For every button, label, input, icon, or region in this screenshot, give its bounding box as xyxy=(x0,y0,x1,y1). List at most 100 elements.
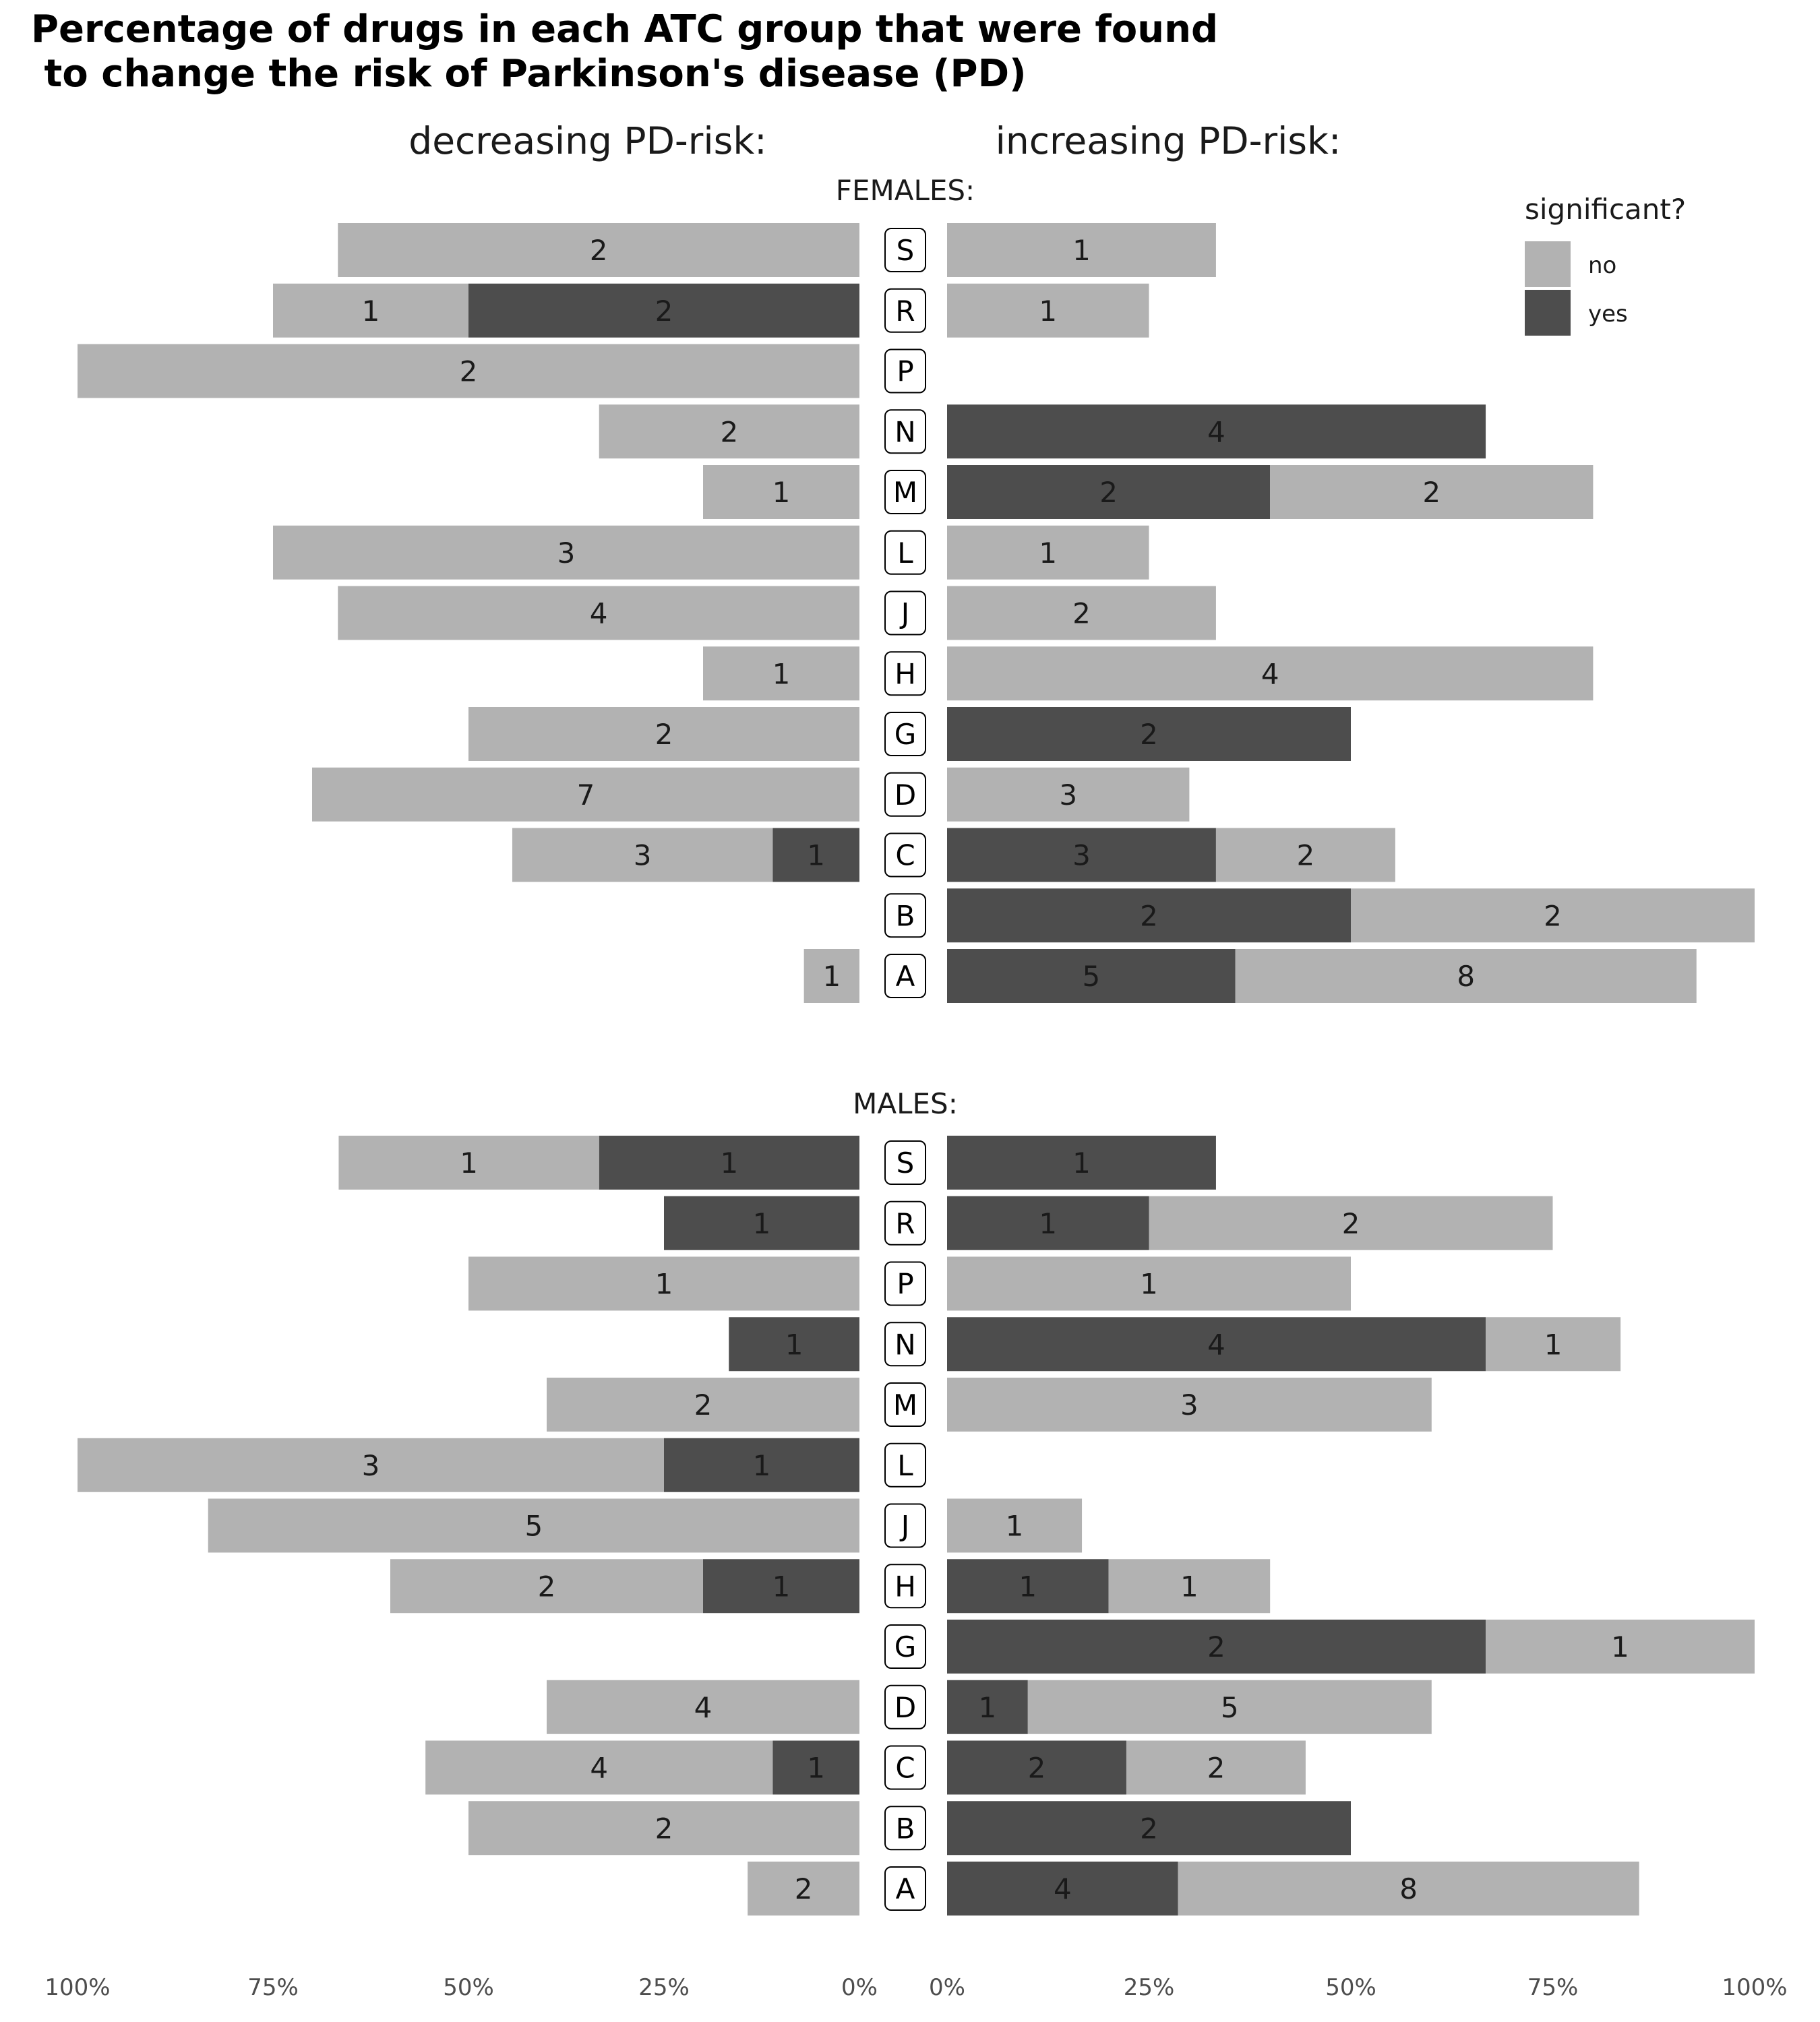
bar-increasing-yes-G xyxy=(947,1620,1486,1674)
category-label-box xyxy=(884,470,926,514)
panel-label: FEMALES: xyxy=(836,174,975,207)
category-label-box xyxy=(884,530,926,575)
value-label: 3 xyxy=(1059,778,1077,811)
bar-decreasing-no-J xyxy=(338,586,859,640)
category-label-L: L xyxy=(897,537,913,570)
category-label-box xyxy=(884,1442,926,1488)
value-label: 3 xyxy=(634,839,652,872)
x-tick-right: 100% xyxy=(1722,1974,1787,2001)
value-label: 1 xyxy=(772,1570,791,1603)
category-label-box xyxy=(884,409,926,454)
value-label: 1 xyxy=(1072,234,1091,267)
bar-increasing-yes-A xyxy=(947,1862,1178,1916)
bar-increasing-no-P xyxy=(947,1256,1351,1311)
value-label: 1 xyxy=(753,1207,771,1240)
x-tick-left: 0% xyxy=(841,1974,878,2001)
value-label: 2 xyxy=(1140,1812,1158,1845)
category-label-box xyxy=(884,1261,926,1306)
category-label-box xyxy=(884,288,926,333)
bar-decreasing-no-B xyxy=(468,1801,859,1856)
bar-decreasing-no-R xyxy=(273,283,468,338)
bar-decreasing-no-A xyxy=(748,1862,859,1916)
bar-increasing-yes-B xyxy=(947,888,1351,943)
bar-decreasing-no-N xyxy=(599,404,859,459)
category-label-P: P xyxy=(897,355,913,388)
bar-decreasing-no-H xyxy=(703,646,859,701)
value-label: 2 xyxy=(795,1872,813,1905)
category-label-A: A xyxy=(896,1872,915,1905)
x-tick-left: 25% xyxy=(638,1974,690,2001)
category-label-M: M xyxy=(893,1388,917,1421)
bar-increasing-no-S xyxy=(947,223,1216,277)
value-label: 1 xyxy=(1544,1328,1563,1361)
value-label: 2 xyxy=(720,415,738,448)
value-label: 2 xyxy=(1140,718,1158,751)
value-label: 2 xyxy=(655,1812,673,1845)
bar-increasing-no-C xyxy=(1215,828,1395,882)
value-label: 1 xyxy=(979,1691,997,1724)
category-label-box xyxy=(884,1624,926,1669)
bar-increasing-yes-H xyxy=(947,1559,1109,1614)
bar-increasing-no-H xyxy=(1108,1559,1271,1614)
bar-increasing-no-J xyxy=(947,1498,1083,1553)
x-tick-right: 75% xyxy=(1527,1974,1579,2001)
bar-increasing-yes-D xyxy=(947,1680,1028,1734)
value-label: 2 xyxy=(590,234,608,267)
legend-swatch-no xyxy=(1525,241,1571,287)
bar-increasing-yes-R xyxy=(947,1196,1149,1250)
value-label: 1 xyxy=(753,1449,771,1482)
x-tick-left: 75% xyxy=(247,1974,299,2001)
value-label: 1 xyxy=(1039,537,1057,570)
category-label-box xyxy=(884,1200,926,1246)
category-label-L: L xyxy=(897,1449,913,1482)
category-label-C: C xyxy=(895,1752,915,1785)
value-label: 1 xyxy=(1072,1146,1091,1180)
value-label: 2 xyxy=(1028,1752,1046,1785)
value-label: 2 xyxy=(1422,476,1440,509)
category-label-J: J xyxy=(899,1510,909,1543)
bar-decreasing-yes-R xyxy=(468,283,859,338)
x-tick-right: 50% xyxy=(1325,1974,1376,2001)
value-label: 1 xyxy=(807,1752,825,1785)
category-label-box xyxy=(884,348,926,394)
value-label: 2 xyxy=(1207,1752,1225,1785)
x-tick-right: 0% xyxy=(929,1974,965,2001)
bar-decreasing-no-S xyxy=(338,223,859,277)
value-label: 2 xyxy=(655,295,673,328)
bar-increasing-no-N xyxy=(1486,1317,1621,1372)
category-label-box xyxy=(884,1503,926,1548)
bar-increasing-no-J xyxy=(947,586,1216,640)
x-tick-right: 25% xyxy=(1124,1974,1175,2001)
value-label: 4 xyxy=(1207,1328,1225,1361)
legend-label-yes: yes xyxy=(1588,301,1628,328)
bar-increasing-no-H xyxy=(947,646,1594,701)
bar-increasing-no-D xyxy=(1027,1680,1432,1734)
bar-decreasing-no-S xyxy=(338,1136,599,1190)
category-label-H: H xyxy=(894,1570,916,1603)
legend-label-no: no xyxy=(1588,252,1616,279)
left-heading: decreasing PD-risk: xyxy=(408,119,766,162)
value-label: 1 xyxy=(1140,1268,1158,1301)
bar-increasing-no-B xyxy=(1351,888,1755,943)
value-label: 4 xyxy=(590,1752,608,1785)
category-label-box xyxy=(884,1745,926,1790)
bar-decreasing-no-P xyxy=(78,344,859,398)
value-label: 5 xyxy=(524,1510,543,1543)
value-label: 1 xyxy=(1611,1630,1629,1663)
chart-title-line2: to change the risk of Parkinson's diseas… xyxy=(31,52,1027,96)
value-label: 2 xyxy=(1099,476,1118,509)
category-label-J: J xyxy=(899,597,909,630)
value-label: 3 xyxy=(362,1449,380,1482)
category-label-box xyxy=(884,1806,926,1851)
value-label: 1 xyxy=(460,1146,478,1180)
bar-decreasing-no-P xyxy=(468,1256,859,1311)
value-label: 7 xyxy=(577,778,595,811)
value-label: 2 xyxy=(1544,899,1562,932)
bar-decreasing-no-M xyxy=(703,465,859,519)
bar-decreasing-yes-R xyxy=(664,1196,859,1250)
category-label-B: B xyxy=(896,899,915,932)
bar-increasing-no-G xyxy=(1486,1620,1755,1674)
bar-decreasing-yes-C xyxy=(772,828,859,882)
